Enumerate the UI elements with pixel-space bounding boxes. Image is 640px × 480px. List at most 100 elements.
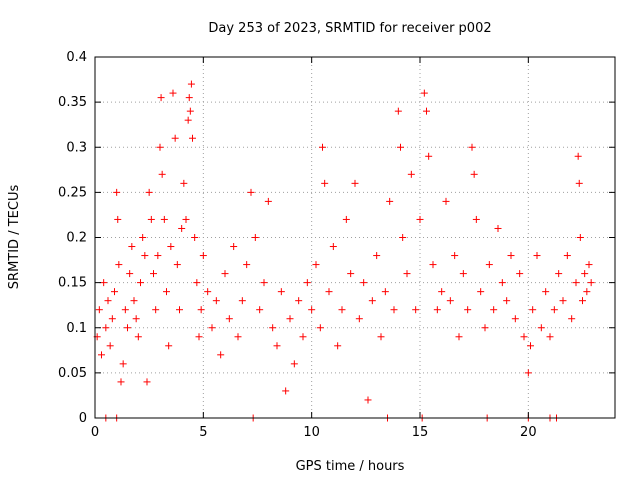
x-tick-labels: 0 5 10 15 20 <box>91 425 537 440</box>
data-point <box>189 134 196 142</box>
data-point <box>507 252 515 260</box>
data-point <box>115 261 123 269</box>
data-point <box>529 306 537 314</box>
data-point <box>260 279 268 287</box>
data-point <box>180 179 188 187</box>
data-point <box>243 261 251 269</box>
data-point <box>167 243 175 251</box>
data-point <box>503 297 511 305</box>
data-point <box>197 306 205 314</box>
x-tick-label: 15 <box>412 425 429 440</box>
data-point <box>377 333 385 341</box>
data-point <box>150 270 157 278</box>
data-point <box>423 107 430 115</box>
data-point <box>158 170 166 178</box>
data-point <box>546 333 554 341</box>
chart-title: Day 253 of 2023, SRMTID for receiver p00… <box>208 21 491 36</box>
data-point <box>470 170 478 178</box>
data-point <box>490 306 498 314</box>
grid <box>95 57 615 418</box>
data-point <box>113 188 121 196</box>
y-axis-label: SRMTID / TECUs <box>7 185 22 290</box>
y-tick-label: 0.25 <box>58 185 87 200</box>
data-point <box>403 270 411 278</box>
data-point <box>171 134 179 142</box>
data-point <box>334 342 342 350</box>
x-tick-label: 5 <box>199 425 207 440</box>
data-point <box>208 324 216 332</box>
data-point <box>217 351 225 359</box>
data-point <box>472 215 480 223</box>
data-point <box>312 261 320 269</box>
data-point <box>319 143 326 151</box>
data-point <box>98 351 105 359</box>
data-points <box>93 80 595 422</box>
data-point <box>360 279 368 287</box>
data-point <box>520 333 528 341</box>
data-point <box>494 224 502 232</box>
data-point <box>108 315 116 323</box>
y-tick-label: 0.35 <box>58 95 87 110</box>
data-point <box>165 342 173 350</box>
x-tick-label: 20 <box>520 425 537 440</box>
data-point <box>130 297 138 305</box>
data-point <box>368 297 376 305</box>
data-point <box>433 306 441 314</box>
data-point <box>381 288 389 296</box>
data-point <box>160 215 168 223</box>
data-point <box>555 270 563 278</box>
data-point <box>184 116 192 124</box>
data-point <box>143 378 151 386</box>
data-point <box>412 306 420 314</box>
data-point <box>587 279 595 287</box>
data-point <box>542 288 550 296</box>
data-point <box>154 252 162 260</box>
data-point <box>451 252 459 260</box>
data-point <box>221 270 229 278</box>
data-point <box>351 179 359 187</box>
data-point <box>397 143 404 151</box>
data-point <box>464 306 472 314</box>
y-tick-label: 0.1 <box>66 321 87 336</box>
data-point <box>299 333 307 341</box>
y-tick-label: 0.4 <box>66 50 87 65</box>
data-point <box>581 270 589 278</box>
data-point <box>225 315 233 323</box>
data-point <box>102 324 110 332</box>
data-point <box>524 369 532 377</box>
data-point <box>498 279 506 287</box>
data-point <box>100 279 108 287</box>
data-point <box>468 143 476 151</box>
data-point <box>173 261 181 269</box>
data-point <box>347 270 355 278</box>
axis-ticks <box>94 56 615 419</box>
data-point <box>147 215 155 223</box>
data-point <box>132 315 140 323</box>
data-point <box>568 315 576 323</box>
data-point <box>195 333 203 341</box>
data-point <box>477 288 485 296</box>
x-axis-label: GPS time / hours <box>296 459 405 474</box>
data-point <box>163 288 170 296</box>
data-point <box>273 342 281 350</box>
data-point <box>156 143 164 151</box>
data-point <box>559 297 567 305</box>
data-point <box>187 80 195 88</box>
data-point <box>204 288 212 296</box>
data-point <box>459 270 467 278</box>
data-point <box>399 234 407 241</box>
data-point <box>139 234 147 241</box>
data-point <box>574 152 582 160</box>
y-tick-label: 0.15 <box>58 276 87 291</box>
data-point <box>429 261 437 269</box>
data-point <box>455 333 463 341</box>
data-point <box>230 243 238 251</box>
data-point <box>121 306 129 314</box>
data-point <box>128 243 136 251</box>
data-point <box>563 252 571 260</box>
data-point <box>238 297 246 305</box>
data-point <box>157 94 165 102</box>
data-point <box>111 288 118 296</box>
data-point <box>438 288 446 296</box>
